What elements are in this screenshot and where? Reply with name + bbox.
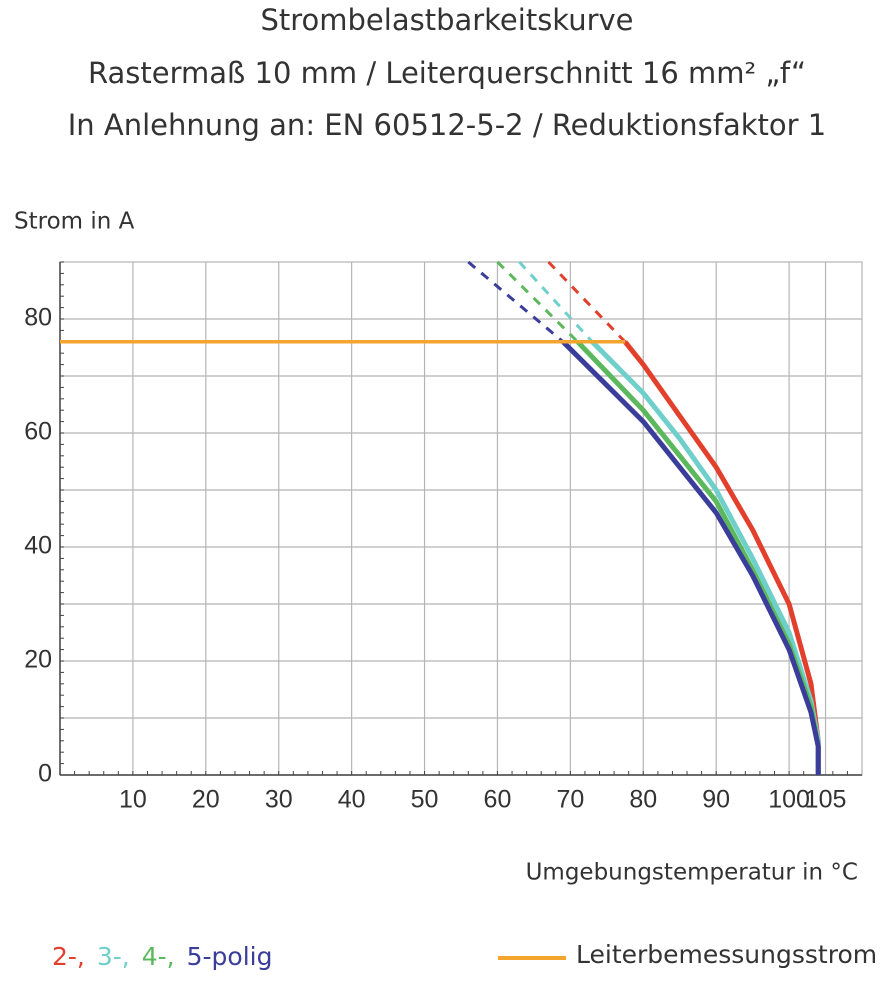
extrapolated-line <box>547 260 627 343</box>
y-tick-label: 40 <box>24 532 52 560</box>
x-tick-label: 60 <box>484 786 512 814</box>
x-tick-label: 50 <box>411 786 439 814</box>
x-tick-label: 30 <box>265 786 293 814</box>
chart-subtitle: In Anlehnung an: EN 60512-5-2 / Reduktio… <box>68 108 827 142</box>
y-tick-label: 60 <box>24 418 52 446</box>
extrapolated-line <box>467 260 565 343</box>
x-tick-label: 20 <box>192 786 220 814</box>
x-tick-label: 40 <box>338 786 366 814</box>
extrapolated-line <box>518 260 594 343</box>
chart-subtitle: Rastermaß 10 mm / Leiterquerschnitt 16 m… <box>88 56 806 90</box>
line <box>561 340 821 775</box>
x-tick-label: 70 <box>556 786 584 814</box>
y-tick-label: 0 <box>38 760 52 788</box>
x-tick-label: 80 <box>629 786 657 814</box>
x-tick-label: 105 <box>805 786 847 814</box>
line <box>575 340 821 775</box>
extrapolated-line <box>496 260 579 343</box>
legend-label: 2-, <box>52 942 85 971</box>
x-tick-label: 10 <box>119 786 147 814</box>
y-tick-label: 80 <box>24 304 52 332</box>
y-axis-label: Strom in A <box>14 209 135 235</box>
legend-label: 4-, <box>142 942 175 971</box>
x-axis-label: Umgebungstemperatur in °C <box>526 860 858 886</box>
legend-label: 5-polig <box>187 942 273 971</box>
legend-label: 3-, <box>97 942 130 971</box>
plot-frame <box>59 261 863 776</box>
y-tick-label: 20 <box>24 646 52 674</box>
x-tick-label: 90 <box>702 786 730 814</box>
x-tick-label: 100 <box>768 786 810 814</box>
legend-label: Leiterbemessungsstrom <box>576 940 877 969</box>
chart-title: Strombelastbarkeitskurve <box>260 3 633 37</box>
